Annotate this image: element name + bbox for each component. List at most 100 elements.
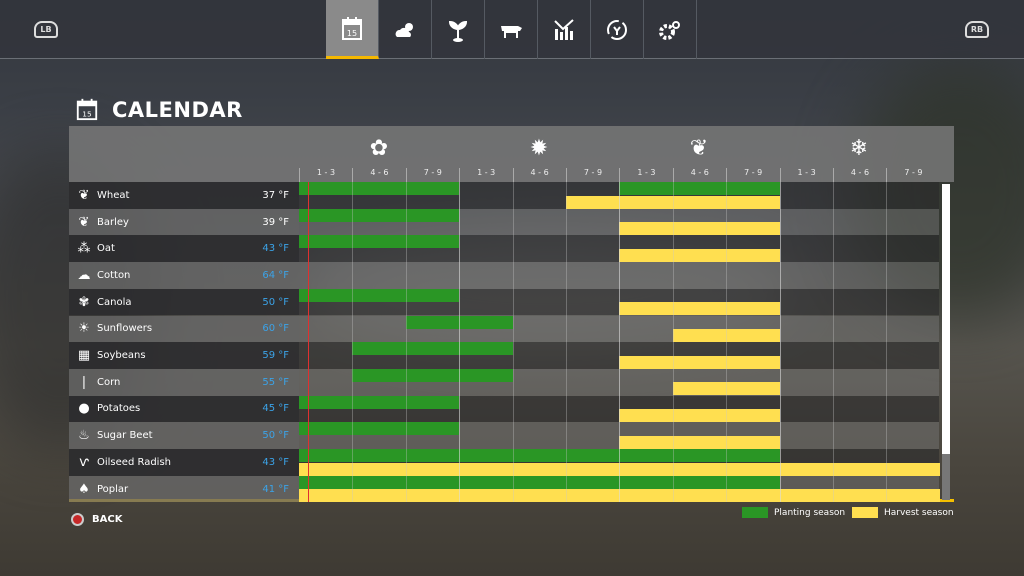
crop-row[interactable]: ❘ Corn 55 °F (69, 368, 939, 396)
lb-button[interactable]: LB (34, 21, 58, 38)
tab-cycle[interactable] (591, 0, 644, 59)
radish-icon: ⱱ (79, 454, 89, 470)
crop-temperature: 43 °F (262, 456, 289, 468)
oat-icon: ⁂ (77, 241, 91, 257)
grid-line (886, 182, 888, 502)
calendar-icon: 15 (342, 17, 362, 40)
tab-calendar[interactable]: 15 (326, 0, 379, 59)
crop-row[interactable]: ❦ Wheat 37 °F (69, 182, 939, 209)
crop-label: ♠ Poplar 41 °F (69, 475, 299, 503)
scrollbar[interactable] (942, 184, 950, 500)
wheat-icon: ❦ (78, 187, 90, 203)
calendar-day: 15 (82, 109, 92, 118)
period-label: 7 - 9 (566, 168, 619, 182)
period-label: 1 - 3 (299, 168, 352, 182)
crop-temperature: 39 °F (262, 216, 289, 228)
grid-line (619, 182, 621, 502)
crop-label: ♨ Sugar Beet 50 °F (69, 422, 299, 449)
legend-planting: Planting season (742, 507, 845, 518)
settings-icon (659, 20, 680, 40)
legend-label: Harvest season (884, 507, 954, 518)
tab-animals[interactable] (485, 0, 538, 59)
calendar-day: 15 (347, 29, 357, 38)
calendar-icon: 15 (76, 98, 98, 121)
crop-temperature: 41 °F (262, 483, 289, 495)
crop-label: ✾ Canola 50 °F (69, 288, 299, 316)
planting-swatch (742, 507, 768, 518)
crop-name: Wheat (97, 189, 130, 201)
snowflake-icon: ❄ (849, 136, 869, 161)
period-label: 7 - 9 (726, 168, 779, 182)
barley-icon: ❦ (78, 214, 90, 230)
grid-line (352, 182, 354, 502)
harvest-swatch (852, 507, 878, 518)
back-label: BACK (92, 514, 123, 525)
crop-name: Oat (97, 243, 115, 255)
crop-row[interactable]: ❦ Barley 39 °F (69, 208, 939, 236)
grid-line (459, 182, 461, 502)
crop-temperature: 37 °F (262, 189, 289, 201)
grid-line (779, 182, 781, 502)
crop-temperature: 50 °F (262, 296, 289, 308)
planting-bar (299, 422, 460, 436)
grid-line (405, 182, 407, 502)
crop-row[interactable]: ✾ Canola 50 °F (69, 288, 939, 316)
period-label: 1 - 3 (619, 168, 672, 182)
crop-temperature: 59 °F (262, 350, 289, 362)
crop-name: Sunflowers (97, 323, 153, 335)
crop-row[interactable]: ♨ Sugar Beet 50 °F (69, 422, 939, 449)
crop-label: ❘ Corn 55 °F (69, 368, 299, 396)
sugarbeet-icon: ♨ (78, 428, 90, 444)
planting-bar (299, 395, 460, 409)
tab-weather[interactable] (379, 0, 432, 59)
crop-name: Poplar (97, 483, 129, 495)
planting-bar (619, 182, 780, 195)
crop-label: ⱱ Oilseed Radish 43 °F (69, 449, 299, 476)
crop-temperature: 64 °F (262, 269, 289, 281)
poplar-icon: ♠ (78, 481, 90, 497)
harvest-bar (619, 248, 780, 262)
current-date-marker (308, 182, 310, 502)
harvest-bar (619, 302, 780, 316)
harvest-bar (672, 329, 780, 342)
soybean-icon: ▦ (77, 348, 91, 364)
back-button[interactable]: BACK (71, 513, 122, 526)
crop-row[interactable]: ☀ Sunflowers 60 °F (69, 315, 939, 343)
grid-line (833, 182, 834, 502)
crop-name: Barley (97, 216, 129, 228)
period-label: 4 - 6 (833, 168, 886, 182)
harvest-bar (619, 355, 780, 369)
planting-bar (299, 208, 460, 222)
planting-bar (352, 368, 513, 382)
corn-icon: ❘ (78, 374, 90, 390)
crop-label: ● Potatoes 45 °F (69, 395, 299, 423)
period-label: 7 - 9 (886, 168, 939, 182)
planting-bar (299, 475, 780, 489)
crop-label: ☁ Cotton 64 °F (69, 262, 299, 289)
scrollbar-thumb[interactable] (942, 184, 950, 454)
b-button-icon (71, 513, 84, 526)
legend-harvest: Harvest season (852, 507, 954, 518)
cotton-icon: ☁ (77, 267, 91, 283)
crop-name: Soybeans (97, 350, 146, 362)
crop-name: Corn (97, 376, 121, 388)
page-title: CALENDAR (112, 98, 243, 122)
period-label: 4 - 6 (512, 168, 566, 182)
crop-row[interactable]: ⁂ Oat 43 °F (69, 235, 939, 263)
crop-label: ⁂ Oat 43 °F (69, 235, 299, 263)
rb-button[interactable]: RB (965, 21, 989, 38)
weather-icon (395, 22, 413, 37)
crop-temperature: 50 °F (262, 430, 289, 442)
tab-settings[interactable] (644, 0, 697, 59)
cycle-icon (607, 19, 627, 40)
flower-icon: ✿ (369, 136, 389, 161)
tab-crops[interactable] (432, 0, 485, 59)
tab-statistics[interactable] (538, 0, 591, 59)
crops-icon (448, 20, 468, 42)
leaf-icon: ❦ (689, 136, 709, 161)
crop-row[interactable]: ● Potatoes 45 °F (69, 395, 939, 423)
crop-row[interactable]: ☁ Cotton 64 °F (69, 262, 939, 289)
grid-line (672, 182, 674, 502)
